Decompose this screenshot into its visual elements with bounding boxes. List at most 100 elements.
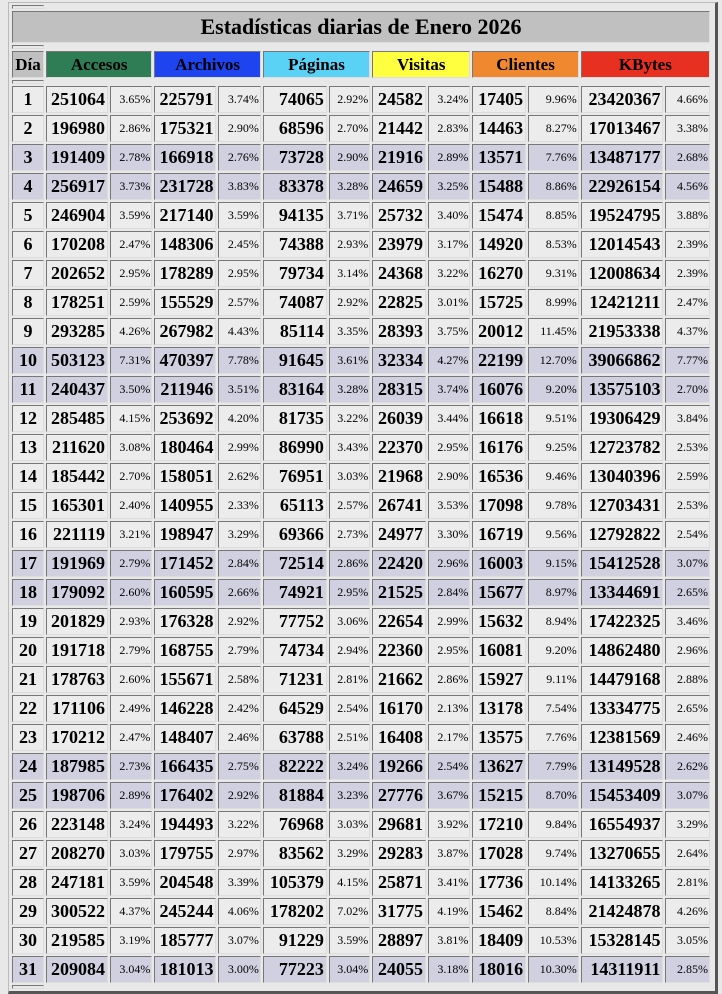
cell-archivos-percent: 2.33% — [218, 492, 261, 519]
cell-clientes-percent: 9.51% — [528, 405, 579, 432]
cell-kbytes-value: 14133265 — [580, 869, 664, 896]
cell-visitas-percent: 2.54% — [427, 753, 471, 780]
cell-visitas-value: 27776 — [372, 782, 426, 809]
cell-accesos-percent: 2.95% — [110, 260, 153, 287]
cell-páginas-value: 74388 — [262, 231, 327, 258]
cell-páginas-value: 63788 — [262, 724, 327, 751]
cell-kbytes-value: 17013467 — [580, 115, 664, 142]
cell-day: 16 — [12, 521, 45, 548]
cell-kbytes-percent: 4.26% — [665, 898, 710, 925]
cell-kbytes-percent: 3.38% — [665, 115, 710, 142]
cell-páginas-value: 73728 — [262, 144, 327, 171]
cell-páginas-percent: 2.57% — [328, 492, 371, 519]
cell-visitas-percent: 3.22% — [427, 260, 471, 287]
cell-clientes-value: 13571 — [472, 144, 527, 171]
cell-kbytes-percent: 4.56% — [665, 173, 710, 200]
cell-archivos-value: 175321 — [154, 115, 217, 142]
cell-kbytes-percent: 3.46% — [665, 608, 710, 635]
cell-páginas-percent: 2.54% — [328, 695, 371, 722]
cell-archivos-percent: 2.92% — [218, 608, 261, 635]
cell-visitas-percent: 3.01% — [427, 289, 471, 316]
cell-clientes-value: 17098 — [472, 492, 527, 519]
cell-visitas-percent: 2.84% — [427, 579, 471, 606]
cell-kbytes-value: 13149528 — [580, 753, 664, 780]
table-row: 23 170212 2.47% 148407 2.46% 63788 2.51% 16408 2… — [12, 724, 710, 751]
cell-accesos-value: 178251 — [46, 289, 109, 316]
table-row: 4 256917 3.73% 231728 3.83% 83378 3.28% 24659 3.… — [12, 173, 710, 200]
cell-archivos-percent: 2.46% — [218, 724, 261, 751]
cell-clientes-value: 17210 — [472, 811, 527, 838]
cell-accesos-percent: 2.60% — [110, 579, 153, 606]
cell-kbytes-value: 14862480 — [580, 637, 664, 664]
cell-kbytes-percent: 2.70% — [665, 376, 710, 403]
cell-páginas-percent: 2.90% — [328, 144, 371, 171]
cell-páginas-value: 85114 — [262, 318, 327, 345]
cell-páginas-percent: 2.93% — [328, 231, 371, 258]
cell-archivos-percent: 3.22% — [218, 811, 261, 838]
cell-visitas-value: 29681 — [372, 811, 426, 838]
cell-accesos-value: 179092 — [46, 579, 109, 606]
table-row: 22 171106 2.49% 146228 2.42% 64529 2.54% 16170 2… — [12, 695, 710, 722]
cell-accesos-percent: 3.19% — [110, 927, 153, 954]
cell-day: 3 — [12, 144, 45, 171]
cell-kbytes-value: 15328145 — [580, 927, 664, 954]
cell-accesos-value: 191718 — [46, 637, 109, 664]
cell-visitas-value: 28315 — [372, 376, 426, 403]
cell-visitas-value: 25732 — [372, 202, 426, 229]
cell-visitas-percent: 2.17% — [427, 724, 471, 751]
cell-accesos-percent: 3.08% — [110, 434, 153, 461]
cell-kbytes-percent: 2.39% — [665, 231, 710, 258]
cell-visitas-value: 28897 — [372, 927, 426, 954]
cell-archivos-percent: 2.97% — [218, 840, 261, 867]
table-row: 12 285485 4.15% 253692 4.20% 81735 3.22% 26039 3… — [12, 405, 710, 432]
cell-clientes-percent: 9.31% — [528, 260, 579, 287]
cell-páginas-value: 71231 — [262, 666, 327, 693]
cell-clientes-value: 15215 — [472, 782, 527, 809]
cell-clientes-percent: 8.94% — [528, 608, 579, 635]
cell-visitas-percent: 2.83% — [427, 115, 471, 142]
cell-clientes-percent: 9.25% — [528, 434, 579, 461]
cell-páginas-percent: 3.24% — [328, 753, 371, 780]
cell-archivos-value: 185777 — [154, 927, 217, 954]
cell-páginas-value: 77752 — [262, 608, 327, 635]
cell-páginas-value: 68596 — [262, 115, 327, 142]
cell-archivos-value: 194493 — [154, 811, 217, 838]
cell-kbytes-value: 12792822 — [580, 521, 664, 548]
cell-visitas-value: 23979 — [372, 231, 426, 258]
cell-kbytes-percent: 2.81% — [665, 869, 710, 896]
cell-accesos-value: 191969 — [46, 550, 109, 577]
cell-accesos-percent: 2.86% — [110, 115, 153, 142]
cell-visitas-value: 21916 — [372, 144, 426, 171]
cell-clientes-percent: 8.97% — [528, 579, 579, 606]
cell-day: 9 — [12, 318, 45, 345]
cell-visitas-percent: 3.24% — [427, 86, 471, 113]
cell-kbytes-value: 13487177 — [580, 144, 664, 171]
cell-páginas-value: 77223 — [262, 956, 327, 983]
cell-accesos-value: 285485 — [46, 405, 109, 432]
cell-day: 1 — [12, 86, 45, 113]
cell-clientes-percent: 8.53% — [528, 231, 579, 258]
cell-kbytes-value: 19306429 — [580, 405, 664, 432]
cell-visitas-percent: 2.99% — [427, 608, 471, 635]
cell-accesos-value: 221119 — [46, 521, 109, 548]
cell-páginas-percent: 4.15% — [328, 869, 371, 896]
cell-day: 12 — [12, 405, 45, 432]
cell-archivos-percent: 3.83% — [218, 173, 261, 200]
header-day: Día — [12, 51, 45, 78]
cell-páginas-value: 81735 — [262, 405, 327, 432]
table-row: 16 221119 3.21% 198947 3.29% 69366 2.73% 24977 3… — [12, 521, 710, 548]
cell-páginas-percent: 3.03% — [328, 463, 371, 490]
cell-kbytes-value: 15453409 — [580, 782, 664, 809]
cell-day: 5 — [12, 202, 45, 229]
cell-páginas-value: 65113 — [262, 492, 327, 519]
cell-visitas-percent: 3.25% — [427, 173, 471, 200]
cell-day: 10 — [12, 347, 45, 374]
cell-accesos-percent: 2.40% — [110, 492, 153, 519]
cell-kbytes-percent: 2.62% — [665, 753, 710, 780]
cell-accesos-percent: 7.31% — [110, 347, 153, 374]
table-row: 30 219585 3.19% 185777 3.07% 91229 3.59% 28897 3… — [12, 927, 710, 954]
cell-kbytes-value: 13575103 — [580, 376, 664, 403]
cell-archivos-percent: 2.92% — [218, 782, 261, 809]
cell-archivos-value: 155529 — [154, 289, 217, 316]
cell-accesos-percent: 2.60% — [110, 666, 153, 693]
